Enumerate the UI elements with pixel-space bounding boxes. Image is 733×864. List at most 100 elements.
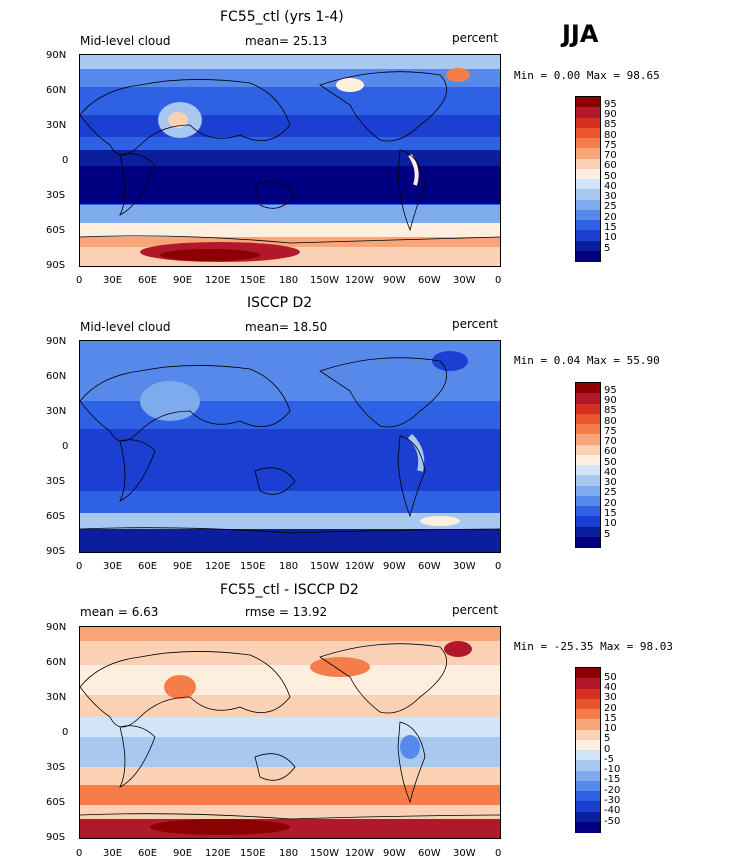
panel-1-lat-label: 60S <box>46 225 66 236</box>
colorbar-swatch <box>576 403 600 415</box>
panel-2-lon-label: 150E <box>240 561 266 572</box>
panel-1-colorbar-label: 60 <box>604 160 617 171</box>
colorbar-swatch <box>576 811 600 823</box>
colorbar-swatch <box>576 770 600 782</box>
panel-3-lat-label: 90S <box>46 832 66 843</box>
panel-2-lon-label: 30E <box>103 561 123 572</box>
colorbar-swatch <box>576 383 600 394</box>
colorbar-swatch <box>576 413 600 425</box>
colorbar-swatch <box>576 127 600 139</box>
panel-1-colorbar-label: 30 <box>604 191 617 202</box>
colorbar-swatch <box>576 179 600 190</box>
panel-2-colorbar-label: 80 <box>604 416 617 427</box>
panel-3-lat-label: 90N <box>46 622 67 633</box>
panel-3-lon-label: 0 <box>76 848 83 859</box>
panel-1-colorbar-label: 40 <box>604 181 617 192</box>
panel-3-colorbar-label: 0 <box>604 744 611 755</box>
panel-1-colorbar-label: 10 <box>604 232 617 243</box>
panel-3-colorbar-label: 50 <box>604 672 617 683</box>
panel-1-lat-label: 90N <box>46 50 67 61</box>
panel-1-lon-label: 30W <box>453 275 476 286</box>
panel-2-lon-label: 60W <box>418 561 441 572</box>
colorbar-swatch <box>576 821 600 833</box>
panel-3-lat-label: 60S <box>46 797 66 808</box>
panel-2-lat-label: 30N <box>46 406 67 417</box>
colorbar-swatch <box>576 739 600 751</box>
panel-2-field <box>80 341 500 552</box>
colorbar-swatch <box>576 230 600 242</box>
panel-2-lon-label: 0 <box>495 561 502 572</box>
panel-1-lon-label: 60E <box>138 275 158 286</box>
panel-2-colorbar-label: 75 <box>604 426 617 437</box>
panel-1-lon-label: 0 <box>495 275 502 286</box>
panel-3-title: FC55_ctl - ISCCP D2 <box>220 582 359 598</box>
panel-3-lon-label: 150W <box>310 848 339 859</box>
panel-2-map <box>79 340 501 553</box>
panel-1-mean-label: mean= 25.13 <box>245 34 328 48</box>
panel-3-colorbar-label: 40 <box>604 682 617 693</box>
colorbar-swatch <box>576 475 600 487</box>
panel-2-colorbar-label: 25 <box>604 487 617 498</box>
panel-3-colorbar-label: 5 <box>604 733 611 744</box>
panel-1-colorbar-label: 95 <box>604 99 617 110</box>
panel-1-colorbar-label: 20 <box>604 212 617 223</box>
colorbar-swatch <box>576 189 600 201</box>
panel-1-title: FC55_ctl (yrs 1-4) <box>220 9 344 25</box>
colorbar-swatch <box>576 444 600 456</box>
panel-3-lat-label: 30S <box>46 762 66 773</box>
panel-3-lon-label: 30W <box>453 848 476 859</box>
panel-2-variable-label: Mid-level cloud <box>80 320 171 334</box>
panel-2-lon-label: 0 <box>76 561 83 572</box>
panel-3-lon-label: 30E <box>103 848 123 859</box>
colorbar-swatch <box>576 168 600 180</box>
panel-3-lon-label: 90W <box>383 848 406 859</box>
panel-1-lon-label: 150W <box>310 275 339 286</box>
colorbar-swatch <box>576 434 600 446</box>
panel-1-map <box>79 54 501 267</box>
panel-3-colorbar-label: -30 <box>604 795 621 806</box>
panel-3-field <box>80 627 500 838</box>
colorbar-swatch <box>576 780 600 792</box>
colorbar-swatch <box>576 117 600 129</box>
panel-1-variable-label: Mid-level cloud <box>80 34 171 48</box>
panel-1-lon-label: 120W <box>345 275 374 286</box>
colorbar-swatch <box>576 526 600 538</box>
panel-2-colorbar-label: 30 <box>604 477 617 488</box>
panel-1-colorbar-label: 15 <box>604 222 617 233</box>
panel-3-lat-label: 60N <box>46 657 67 668</box>
panel-1-lat-label: 0 <box>62 155 69 166</box>
panel-1-lon-label: 150E <box>240 275 266 286</box>
panel-1-colorbar-label: 90 <box>604 109 617 120</box>
panel-1-lat-label: 30S <box>46 190 66 201</box>
panel-3-lon-label: 150E <box>240 848 266 859</box>
colorbar-swatch <box>576 148 600 160</box>
panel-3-rmse-label: rmse = 13.92 <box>245 605 328 619</box>
colorbar-swatch <box>576 424 600 435</box>
colorbar-swatch <box>576 506 600 517</box>
panel-3-colorbar-label: -20 <box>604 785 621 796</box>
panel-1-colorbar-label: 5 <box>604 243 611 254</box>
colorbar-swatch <box>576 668 600 679</box>
panel-2-lon-label: 120E <box>205 561 231 572</box>
panel-2-colorbar-label: 50 <box>604 457 617 468</box>
panel-2-colorbar-label: 20 <box>604 498 617 509</box>
panel-2-lon-label: 150W <box>310 561 339 572</box>
panel-1-colorbar-label: 50 <box>604 171 617 182</box>
colorbar-swatch <box>576 698 600 710</box>
colorbar-swatch <box>576 750 600 761</box>
panel-2-lon-label: 180 <box>279 561 299 572</box>
panel-1-minmax: Min = 0.00 Max = 98.65 <box>514 69 660 82</box>
colorbar-swatch <box>576 485 600 497</box>
panel-1-lat-label: 30N <box>46 120 67 131</box>
panel-2-lat-label: 90N <box>46 336 67 347</box>
panel-2-units-label: percent <box>452 317 498 331</box>
colorbar-swatch <box>576 801 600 813</box>
panel-1-lon-label: 90W <box>383 275 406 286</box>
panel-1-colorbar-label: 75 <box>604 140 617 151</box>
colorbar-swatch <box>576 678 600 690</box>
panel-3-colorbar-label: -50 <box>604 816 621 827</box>
panel-1-lat-label: 60N <box>46 85 67 96</box>
panel-2-lat-label: 30S <box>46 476 66 487</box>
panel-2-colorbar-label: 90 <box>604 395 617 406</box>
panel-3-lon-label: 0 <box>495 848 502 859</box>
